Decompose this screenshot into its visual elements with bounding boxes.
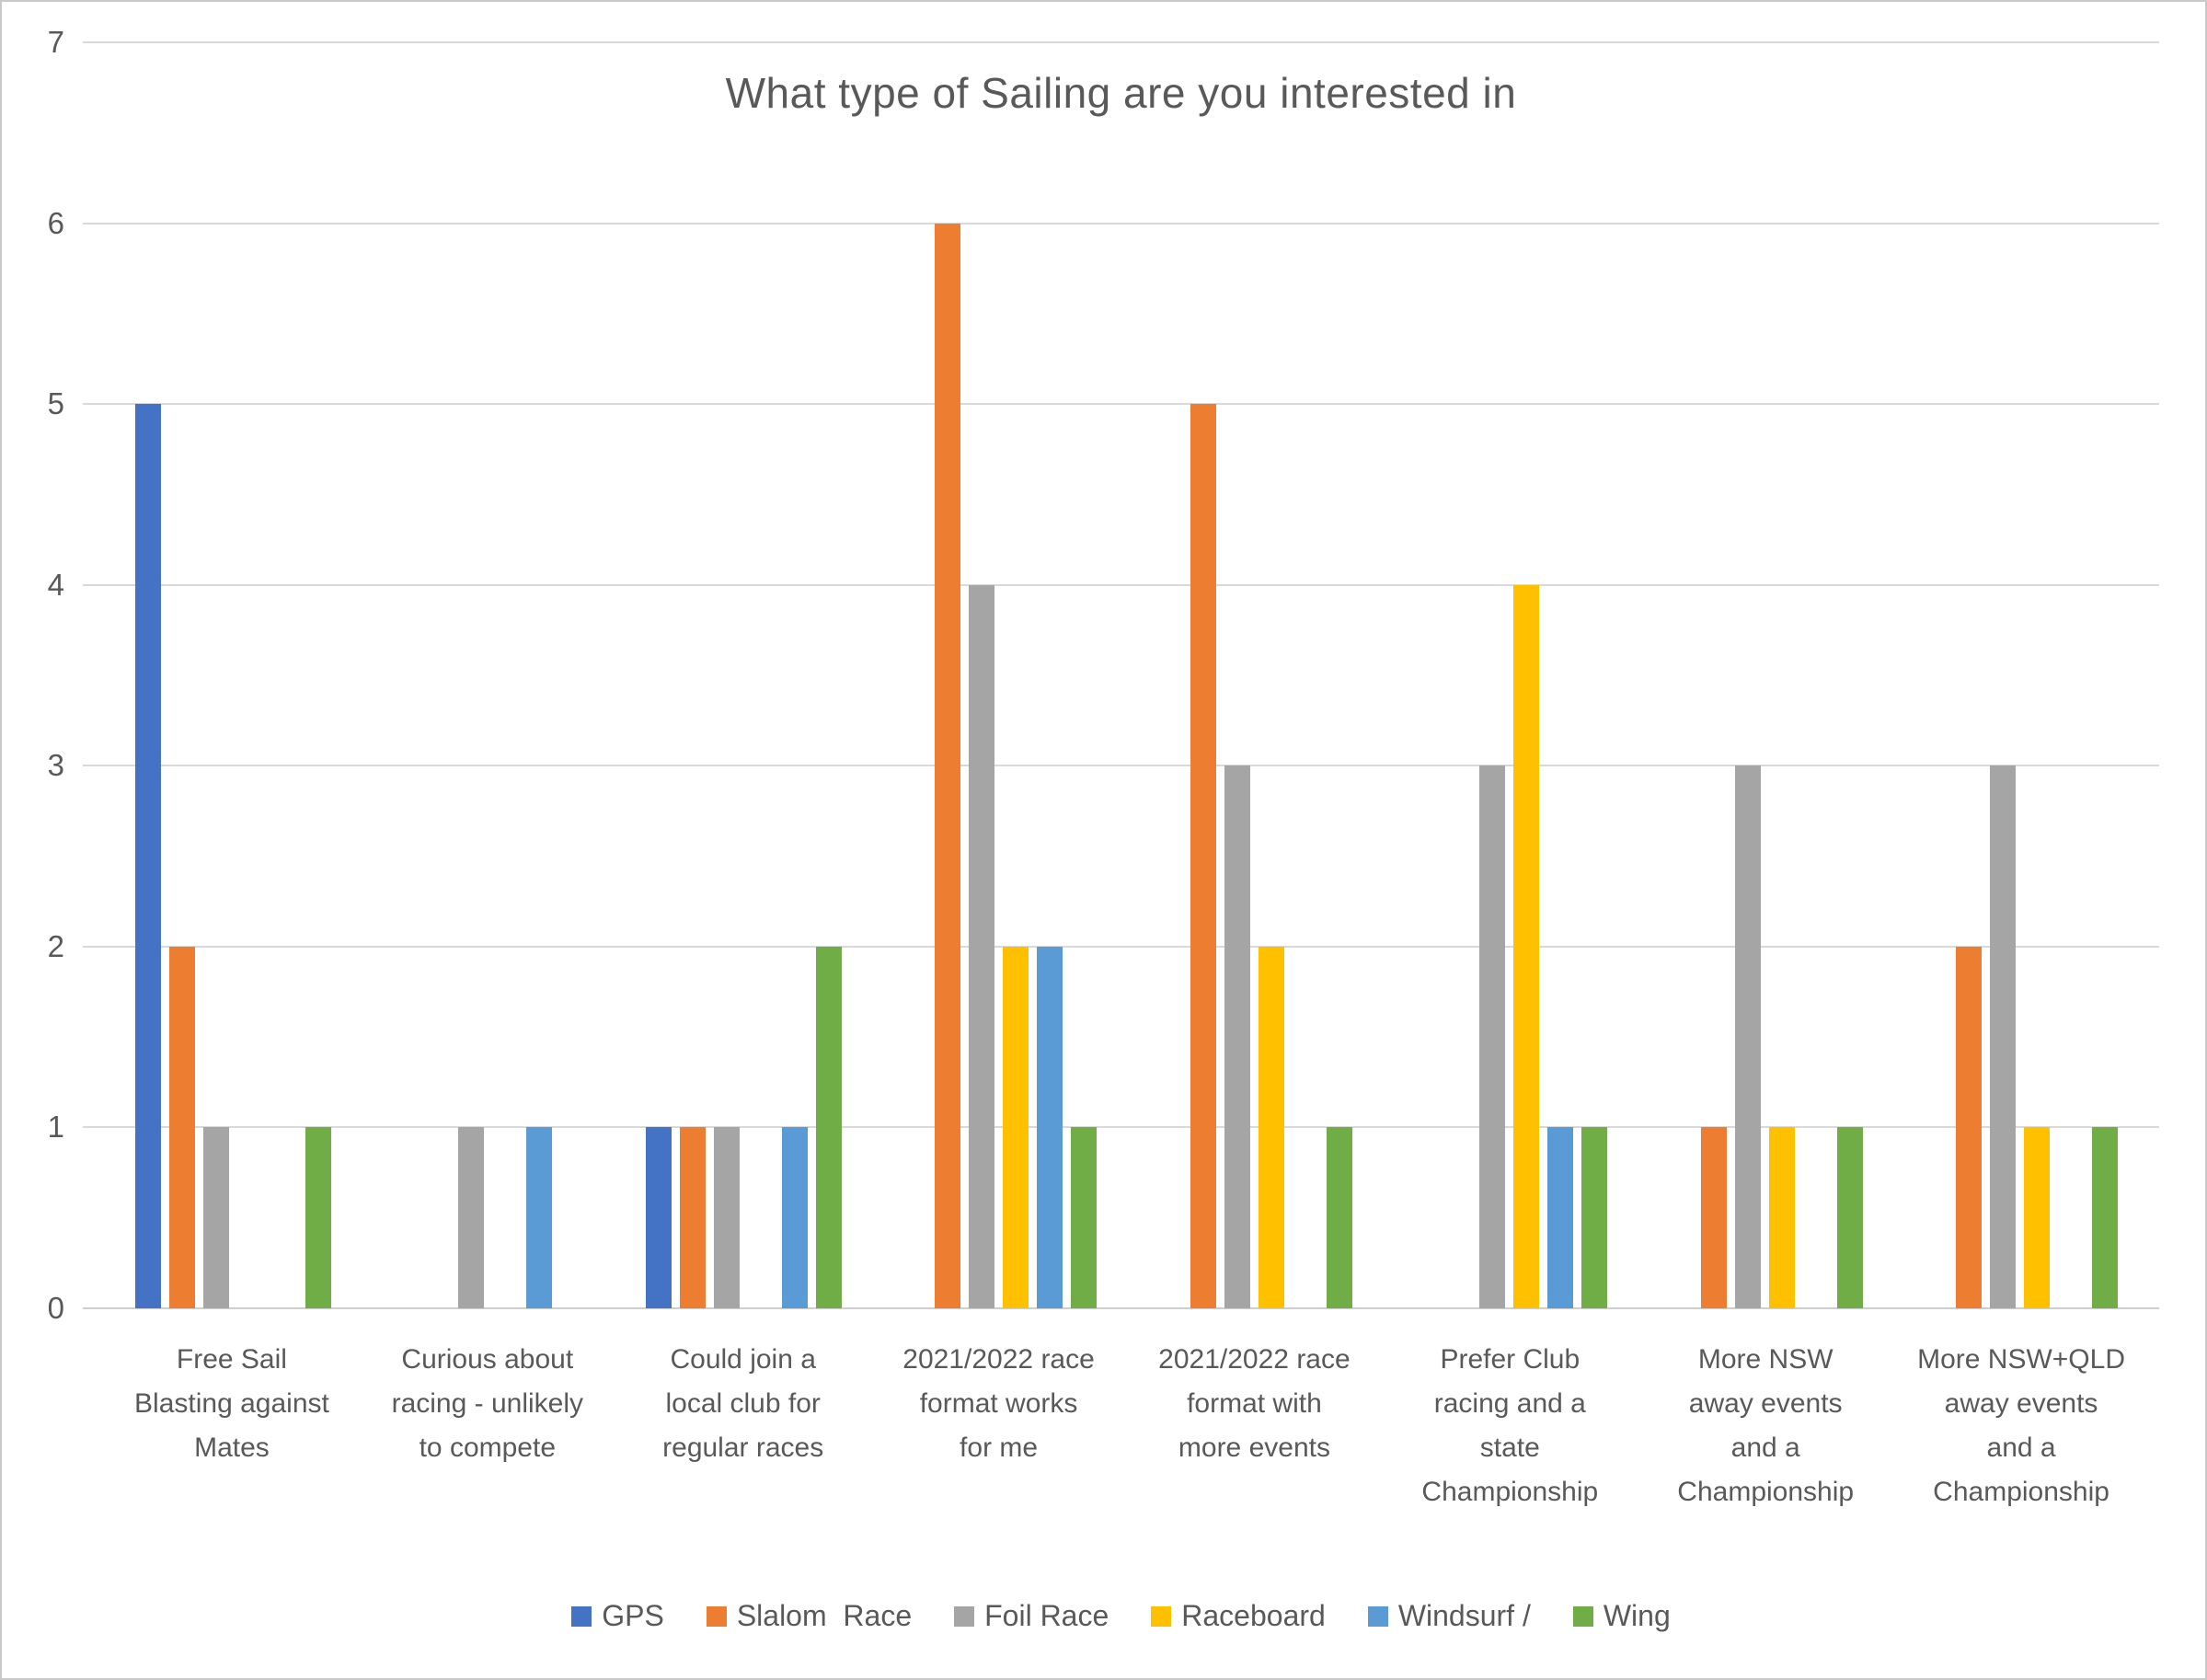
x-axis-label-2021-2022-race-format-with-mor: 2021/2022 race format with more events bbox=[1158, 1344, 1351, 1463]
bar-foil-race bbox=[1224, 765, 1250, 1308]
plot-area bbox=[83, 41, 2159, 1309]
x-axis-label-could-join-a-local-club-for-re: Could join a local club for regular race… bbox=[662, 1344, 824, 1463]
bar-group-more-nsw-qld-away-events-and-a bbox=[1922, 42, 2118, 1308]
bar-slalom-race bbox=[1700, 1127, 1727, 1308]
legend-item-wing: Wing bbox=[1572, 1599, 1671, 1633]
bar-foil-race bbox=[713, 1127, 740, 1308]
legend-label-wing: Wing bbox=[1603, 1599, 1671, 1632]
bar-windsurf bbox=[526, 1127, 553, 1308]
bar-group-more-nsw-away-events-and-a-cha bbox=[1667, 42, 1863, 1308]
y-axis-label-2: 2 bbox=[47, 928, 64, 963]
bar-group-free-sail-blasting-against-mat bbox=[135, 42, 331, 1308]
bar-wing bbox=[1326, 1127, 1352, 1308]
legend-label-slalom-race: Slalom Race bbox=[736, 1599, 913, 1632]
gridline-3 bbox=[83, 765, 2159, 767]
bar-wing bbox=[2091, 1127, 2118, 1308]
x-axis-label-2021-2022-race-format-works-fo: 2021/2022 race format works for me bbox=[902, 1344, 1095, 1463]
legend-item-raceboard: Raceboard bbox=[1151, 1599, 1326, 1633]
bar-group-curious-about-racing-unlikely- bbox=[390, 42, 586, 1308]
gridline-5 bbox=[83, 403, 2159, 406]
bar-slalom-race bbox=[169, 946, 195, 1308]
x-axis-label-prefer-club-racing-and-a-state: Prefer Club racing and a state Champions… bbox=[1421, 1344, 1599, 1507]
bar-group-2021-2022-race-format-works-fo bbox=[901, 42, 1098, 1308]
bar-raceboard bbox=[1768, 1127, 1795, 1308]
x-axis-label-curious-about-racing-unlikely-: Curious about racing - unlikely to compe… bbox=[391, 1344, 584, 1463]
y-axis-label-6: 6 bbox=[47, 205, 64, 240]
legend-swatch-windsurf bbox=[1367, 1605, 1388, 1627]
bar-windsurf bbox=[1037, 946, 1063, 1308]
gridline-0 bbox=[83, 1307, 2159, 1309]
legend-swatch-raceboard bbox=[1151, 1605, 1172, 1627]
bar-windsurf bbox=[1547, 1127, 1574, 1308]
legend-item-windsurf: Windsurf / bbox=[1367, 1599, 1531, 1633]
legend-label-gps: GPS bbox=[602, 1599, 664, 1632]
bar-wing bbox=[815, 946, 842, 1308]
y-axis-label-1: 1 bbox=[47, 1110, 64, 1145]
y-axis-label-0: 0 bbox=[47, 1291, 64, 1325]
legend-swatch-slalom-race bbox=[706, 1605, 727, 1627]
legend-item-slalom-race: Slalom Race bbox=[706, 1599, 913, 1633]
bar-raceboard bbox=[2023, 1127, 2050, 1308]
gridline-4 bbox=[83, 583, 2159, 586]
y-axis-label-3: 3 bbox=[47, 748, 64, 783]
bar-slalom-race bbox=[935, 223, 961, 1308]
legend-label-foil-race: Foil Race bbox=[984, 1599, 1109, 1632]
legend-label-windsurf: Windsurf / bbox=[1397, 1599, 1531, 1632]
bar-wing bbox=[305, 1127, 331, 1308]
legend-swatch-wing bbox=[1572, 1605, 1593, 1627]
bar-slalom-race bbox=[1955, 946, 1982, 1308]
bar-groups bbox=[83, 42, 2159, 1308]
gridline-1 bbox=[83, 1126, 2159, 1129]
bar-wing bbox=[1581, 1127, 1608, 1308]
x-axis: Free Sail Blasting against Mates Curious … bbox=[83, 1338, 2159, 1514]
bar-foil-race bbox=[458, 1127, 485, 1308]
bar-raceboard bbox=[1513, 584, 1540, 1308]
gridline-6 bbox=[83, 222, 2159, 224]
y-axis-label-4: 4 bbox=[47, 567, 64, 602]
bar-slalom-race bbox=[1190, 404, 1216, 1308]
x-axis-label-free-sail-blasting-against-mat: Free Sail Blasting against Mates bbox=[134, 1344, 329, 1463]
bar-wing bbox=[1071, 1127, 1098, 1308]
bar-foil-race bbox=[1479, 765, 1506, 1308]
bar-group-could-join-a-local-club-for-re bbox=[645, 42, 842, 1308]
gridline-7 bbox=[83, 41, 2159, 43]
bar-foil-race bbox=[1734, 765, 1761, 1308]
bar-foil-race bbox=[1989, 765, 2016, 1308]
y-axis-label-5: 5 bbox=[47, 386, 64, 421]
chart-title: What type of Sailing are you interested … bbox=[725, 69, 1517, 117]
legend-item-foil-race: Foil Race bbox=[954, 1599, 1109, 1633]
gridline-2 bbox=[83, 945, 2159, 948]
bar-gps bbox=[645, 1127, 672, 1308]
y-axis-label-7: 7 bbox=[47, 25, 64, 59]
bar-gps bbox=[135, 404, 161, 1308]
bar-slalom-race bbox=[679, 1127, 706, 1308]
bar-foil-race bbox=[203, 1127, 229, 1308]
bar-windsurf bbox=[781, 1127, 808, 1308]
legend-item-gps: GPS bbox=[571, 1599, 664, 1633]
legend: GPS Slalom Race Foil Race Raceboard Windsurf… bbox=[83, 1599, 2159, 1633]
x-axis-label-more-nsw-away-events-and-a-cha: More NSW away events and a Championship bbox=[1677, 1344, 1855, 1507]
legend-swatch-gps bbox=[571, 1605, 592, 1627]
bar-group-2021-2022-race-format-with-mor bbox=[1156, 42, 1352, 1308]
bar-raceboard bbox=[1003, 946, 1029, 1308]
legend-label-raceboard: Raceboard bbox=[1181, 1599, 1326, 1632]
bar-raceboard bbox=[1258, 946, 1284, 1308]
bar-wing bbox=[1836, 1127, 1863, 1308]
legend-swatch-foil-race bbox=[954, 1605, 975, 1627]
y-axis: 0 1 2 3 4 5 6 7 bbox=[2, 25, 68, 1325]
x-axis-label-more-nsw-qld-away-events-and-a: More NSW+QLD away events and a Champions… bbox=[1917, 1344, 2125, 1507]
bar-group-prefer-club-racing-and-a-state bbox=[1411, 42, 1608, 1308]
bar-foil-race bbox=[969, 584, 995, 1308]
